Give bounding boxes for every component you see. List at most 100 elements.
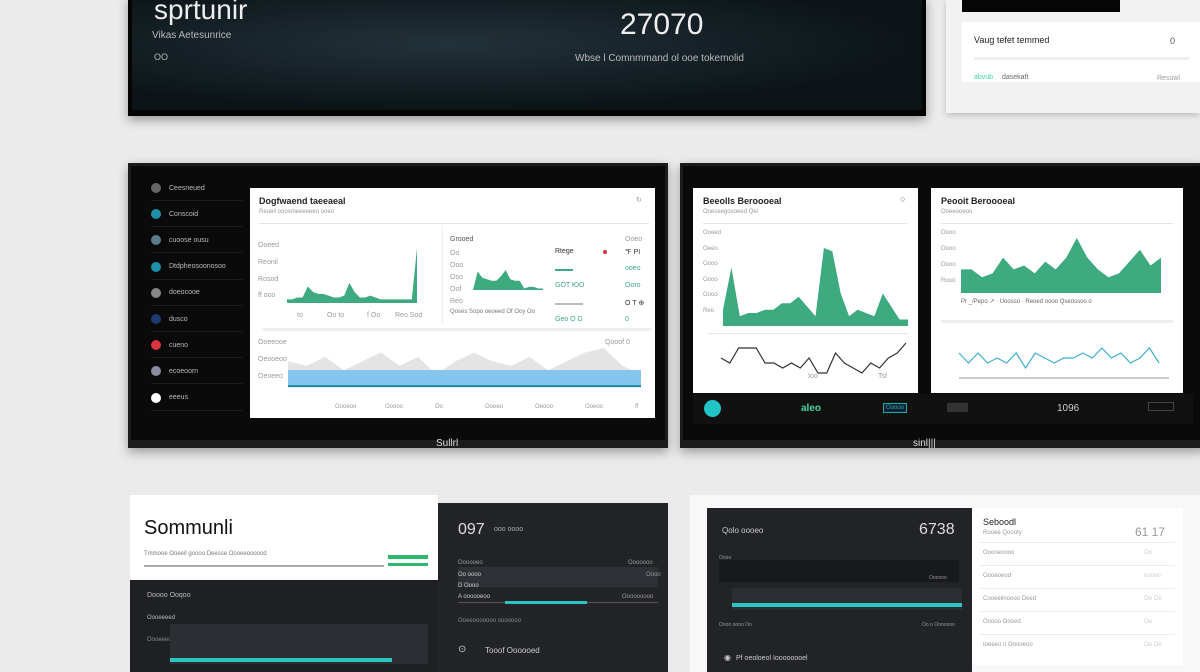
- nav-icon: [151, 314, 161, 324]
- y-tick-label: Ooeed: [703, 230, 722, 236]
- monitor-dashboard-b: Beeolls Beroooeal Ooeseegosoeed Qel ○ Oo…: [680, 163, 1200, 449]
- stat-value: O T ⊕: [625, 300, 645, 307]
- footer-value: 1096: [1057, 403, 1080, 414]
- sidebar-item[interactable]: Dtdpheosoonosoo: [151, 259, 243, 280]
- stat-value: 0: [625, 316, 629, 323]
- y-tick-label: Oooo: [703, 261, 718, 267]
- sidebar: Ceesneued Conscoid cuoose ousu Dtdpheosoono…: [139, 174, 247, 434]
- stat-value: ℉ PI: [625, 249, 641, 256]
- baseline-mark: [288, 385, 641, 387]
- left-line-mark: [720, 342, 907, 374]
- hero-caption: Wbse l Comnmmand ol ooe tokemolid: [575, 53, 744, 64]
- sidebar-item-label: ecoeoorn: [169, 367, 199, 375]
- list-item-value: Oo Oo: [1144, 642, 1162, 648]
- y-tick-label: Reo: [703, 307, 715, 314]
- x-tick-label: Ooeeo: [485, 404, 504, 410]
- right-line-mark: [958, 347, 1160, 370]
- right-area-chart: [961, 238, 1161, 293]
- sidebar-item[interactable]: cuoose ousu: [151, 232, 243, 254]
- sidebar-item[interactable]: Ceesneued: [151, 180, 243, 201]
- hero-title: sprtunir: [154, 0, 248, 25]
- bottom-area-chart: [288, 348, 641, 388]
- stat-label: Geo O D: [555, 316, 583, 323]
- nav-icon: [151, 209, 161, 220]
- sidebar-item-label: Dtdpheosoonosoo: [169, 263, 226, 271]
- x-tick-label: Oeooo: [535, 404, 554, 410]
- y-tick-label: Oooo: [703, 292, 718, 298]
- footer-bar: aleo Ooooo 1096: [693, 394, 1193, 424]
- info-icon[interactable]: 0: [1170, 36, 1176, 46]
- right-area-mark: [961, 238, 1161, 293]
- x-tick-label: Ooeoo: [585, 404, 604, 410]
- list-item-label: Ooooeoooo: [983, 550, 1015, 556]
- top-right-right: Resuwl: [1157, 75, 1180, 82]
- summary-title: Sommunli: [144, 517, 233, 539]
- sidebar-item[interactable]: Conscoid: [151, 206, 243, 228]
- sidebar-item[interactable]: cueno: [151, 337, 243, 359]
- top-right-label: dasekaft: [1002, 74, 1029, 81]
- nav-icon: [151, 183, 161, 193]
- sidebar-item[interactable]: ecoeoorn: [151, 363, 243, 385]
- hero-subtitle: Vikas Aetesunrice: [152, 30, 232, 41]
- bottom-chart: Ooeeooe Oeooeoo Oeoeeo Qooof 0 Oooeoo Ooo…: [255, 336, 650, 416]
- y-tick-label: Oeeo: [703, 245, 718, 252]
- monitor-dashboard-a: Ceesneued Conscoid cuoose ousu Dtdpheosoono…: [128, 163, 668, 449]
- stat-label: Rtege: [555, 248, 574, 255]
- list-item-value: Oo: [1144, 550, 1153, 556]
- refresh-icon[interactable]: ↻: [636, 197, 642, 204]
- y-tick-label: Oooo: [941, 246, 956, 252]
- left-line-chart: [720, 342, 907, 374]
- x-tick-label: Oooeoo: [335, 404, 357, 410]
- summary-card: Sommunli Tmmooe Ooeeil goooo Deesse Oooe…: [130, 495, 438, 580]
- bottom-left-dark: Doooo Ooqoo Oooeeeed Oooeeeoo: [130, 580, 438, 672]
- nav-icon: [151, 287, 161, 298]
- nav-icon: [151, 366, 161, 377]
- stat-label: GOT ЮO: [555, 282, 585, 289]
- stat-value: Ooro: [625, 282, 641, 289]
- list-item-value: Oo Oo: [1144, 596, 1162, 602]
- left-card: Beeolls Beroooeal Ooeseegosoeed Qel ○ Oo…: [693, 188, 918, 393]
- info-icon: ◉: [724, 653, 731, 662]
- left-area-mark: [723, 248, 908, 326]
- outline-button[interactable]: [1148, 402, 1174, 411]
- panel-chart: [473, 270, 543, 290]
- sidebar-item-label: dusco: [169, 315, 188, 323]
- blue-band-mark: [288, 370, 641, 386]
- status-indicator-icon[interactable]: [704, 400, 721, 417]
- hero-panel: sprtunir Vikas Aetesunrice OO 27070 Wbse…: [128, 0, 926, 116]
- progress-line: [170, 658, 392, 662]
- content-title: Dogfwaend taeeaeal: [259, 196, 346, 206]
- sidebar-item-label: eeeus: [169, 394, 189, 402]
- y-tick-label: Rooo: [941, 278, 956, 284]
- grey-button[interactable]: [947, 403, 968, 412]
- sidebar-item[interactable]: dusco: [151, 311, 243, 332]
- chart-1: Ooeed Reonil Rosod ff ooo to Oo to f Oo …: [258, 242, 423, 319]
- settings-icon[interactable]: ○: [900, 194, 906, 204]
- x-tick-label: ff: [635, 404, 639, 410]
- content-card: Dogfwaend taeeaeal Reueil ooosmeeeeeeo o…: [250, 188, 655, 418]
- sidebar-item-label: Ceesneued: [169, 184, 205, 192]
- list-item-value: Oo: [1144, 619, 1153, 625]
- y-tick-label: Oooo: [941, 230, 956, 236]
- y-tick-label: Oooo: [941, 262, 956, 268]
- nav-icon: [151, 235, 161, 246]
- panel-chart-mark: [473, 270, 543, 290]
- action-link[interactable]: Tooof Oooooed: [485, 646, 540, 655]
- top-right-label-green: abvub: [974, 74, 994, 81]
- status-badge[interactable]: Ooooo: [883, 403, 908, 413]
- status-text: aleo: [801, 403, 822, 414]
- sidebar-item-label: doeocooe: [169, 289, 200, 297]
- sidebar-item-label: cueno: [169, 341, 189, 349]
- x-tick-label: Ooooo: [385, 404, 404, 410]
- y-tick-label: Oooo: [703, 276, 718, 283]
- list-item-label: Oooeoeod: [983, 573, 1012, 579]
- chart-1-area-mark: [287, 248, 417, 303]
- sidebar-item[interactable]: eeeus: [151, 390, 243, 411]
- metric-card-dark: Qolo oooeo 6738 Oooo Oooooo Oooo oooo Oo…: [707, 508, 972, 672]
- action-icon[interactable]: ⊙: [458, 644, 467, 655]
- sidebar-item-label: cuoose ousu: [169, 236, 209, 244]
- side-panel: Grooed Oo Ooo Oso Oof Reo Qoses Sopo oeo…: [450, 236, 645, 323]
- sidebar-item[interactable]: doeocooe: [151, 285, 243, 306]
- hero-value: 27070: [620, 8, 704, 41]
- sidebar-item-label: Conscoid: [169, 210, 199, 218]
